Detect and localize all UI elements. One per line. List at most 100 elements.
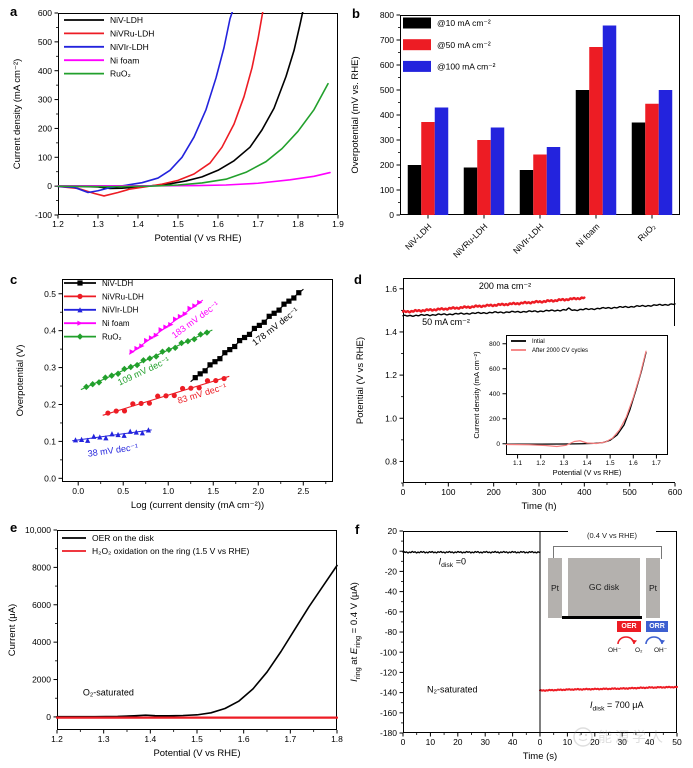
series-OER on the disk: [56, 564, 338, 718]
rrde-oer-tag: OER: [617, 621, 641, 632]
rrde-oh-right-label: OH⁻: [654, 647, 668, 654]
rrde-catalyst-film: [562, 616, 642, 619]
panel-c-chart: 0.0 0.5 1.0 1.5 2.0 2.50.00.10.20.30.40.5Log …: [15, 279, 333, 511]
svg-text:1.3: 1.3: [98, 734, 110, 744]
svg-text:400: 400: [577, 487, 591, 497]
svg-text:100: 100: [38, 152, 52, 162]
svg-text:Idisk =0: Idisk =0: [439, 556, 466, 569]
bar-@10 mA cm⁻²-Ni foam: [575, 90, 590, 215]
svg-text:0.4: 0.4: [44, 326, 56, 336]
series-Idisk = 700 uA trace: [539, 685, 678, 692]
svg-text:1.5: 1.5: [207, 486, 219, 496]
svg-text:400: 400: [380, 110, 394, 120]
svg-text:NiVRu-LDH: NiVRu-LDH: [102, 292, 144, 301]
svg-text:1.5: 1.5: [606, 460, 615, 467]
svg-text:200: 200: [487, 487, 501, 497]
svg-text:600: 600: [668, 487, 682, 497]
svg-text:Overpotential (mV vs. RHE): Overpotential (mV vs. RHE): [350, 56, 361, 173]
series-NiVRu-LDH: [57, 12, 264, 197]
svg-text:Iring at Ering = 0.4 V (μA): Iring at Ering = 0.4 V (μA): [349, 582, 362, 682]
bar-@10 mA cm⁻²-NiVRu-LDH: [463, 167, 478, 215]
svg-text:500: 500: [38, 37, 52, 47]
svg-text:NiV-LDH: NiV-LDH: [102, 279, 133, 288]
svg-text:0: 0: [401, 737, 406, 747]
series-NiV-LDH: [57, 12, 304, 190]
svg-text:800: 800: [489, 341, 500, 348]
svg-text:2.0: 2.0: [252, 486, 264, 496]
svg-text:H₂O₂ oxidation on the ring (1.: H₂O₂ oxidation on the ring (1.5 V vs RHE…: [92, 546, 249, 556]
svg-text:1.2: 1.2: [536, 460, 545, 467]
svg-text:1.2: 1.2: [51, 734, 63, 744]
svg-text:200: 200: [489, 416, 500, 423]
svg-text:1.0: 1.0: [162, 486, 174, 496]
bar-@100 mA cm⁻²-NiV-LDH: [434, 107, 449, 215]
svg-text:1.5: 1.5: [191, 734, 203, 744]
bar-@50 mA cm⁻²-NiVRu-LDH: [477, 140, 491, 215]
svg-text:NiVIr-LDH: NiVIr-LDH: [110, 42, 149, 52]
svg-text:0.5: 0.5: [44, 289, 56, 299]
svg-text:Potential (V vs RHE): Potential (V vs RHE): [553, 468, 622, 477]
svg-text:Idisk = 700 μA: Idisk = 700 μA: [590, 700, 644, 713]
svg-text:-20: -20: [385, 566, 398, 576]
svg-text:O₂-saturated: O₂-saturated: [83, 687, 134, 697]
svg-text:600: 600: [38, 8, 52, 18]
bar-@50 mA cm⁻²-NiV-LDH: [421, 122, 435, 215]
svg-text:300: 300: [38, 95, 52, 105]
svg-text:1.7: 1.7: [652, 460, 661, 467]
svg-text:0: 0: [392, 546, 397, 556]
svg-text:0.0: 0.0: [72, 486, 84, 496]
svg-text:Potential (V vs RHE): Potential (V vs RHE): [154, 233, 241, 244]
svg-text:500: 500: [623, 487, 637, 497]
svg-text:Current (μA): Current (μA): [8, 604, 18, 656]
rrde-potential-label: (0.4 V vs RHE): [568, 531, 656, 540]
svg-text:700: 700: [380, 35, 394, 45]
bar-@50 mA cm⁻²-Ni foam: [589, 47, 603, 215]
svg-text:1.3: 1.3: [92, 219, 104, 229]
svg-text:RuO₂: RuO₂: [636, 221, 658, 243]
svg-text:Log (current density (mA cm⁻²): Log (current density (mA cm⁻²)): [131, 500, 264, 511]
svg-text:-160: -160: [380, 708, 397, 718]
panel-d-chart: 0 100 200 300 400 500 600 0.8 1.0 1.2 1.4 1.6 Time (…: [355, 278, 682, 512]
panel-e-letter: e: [10, 520, 18, 535]
svg-text:After 2000 CV cycles: After 2000 CV cycles: [532, 348, 588, 354]
svg-text:50 mA cm⁻²: 50 mA cm⁻²: [422, 317, 470, 327]
svg-text:38 mV dec⁻¹: 38 mV dec⁻¹: [87, 442, 139, 459]
panel-e: e 1.2 1.3 1.4 1.5 1.6 1.7 1.8 0 2000 4000 6000 8000…: [8, 518, 346, 768]
svg-text:0: 0: [496, 441, 500, 448]
svg-text:OER on the disk: OER on the disk: [92, 533, 155, 543]
svg-text:0: 0: [47, 181, 52, 191]
svg-text:NiV-LDH: NiV-LDH: [110, 15, 143, 25]
bar-@100 mA cm⁻²-NiVIr-LDH: [546, 147, 561, 215]
rrde-reaction-arrows-icon: [617, 636, 665, 645]
svg-text:0: 0: [401, 487, 406, 497]
svg-text:1.3: 1.3: [559, 460, 568, 467]
svg-text:10: 10: [426, 737, 436, 747]
rrde-o2-label: O₂: [635, 647, 643, 654]
svg-text:-180: -180: [380, 728, 397, 738]
svg-text:@50 mA cm⁻²: @50 mA cm⁻²: [437, 40, 491, 50]
panel-f-letter: f: [355, 522, 360, 537]
svg-text:1.6: 1.6: [629, 460, 638, 467]
svg-text:0.2: 0.2: [44, 400, 56, 410]
svg-text:200 ma cm⁻²: 200 ma cm⁻²: [479, 281, 531, 291]
rrde-orr-tag: ORR: [646, 621, 668, 632]
svg-text:0.3: 0.3: [44, 363, 56, 373]
svg-text:20: 20: [388, 526, 398, 536]
rrde-gc-disk: GC disk: [568, 558, 640, 616]
svg-text:1.6: 1.6: [238, 734, 250, 744]
rrde-pt-ring-right: Pt: [646, 558, 660, 618]
svg-text:RuO₂: RuO₂: [110, 69, 131, 79]
svg-text:Potential (V vs RHE): Potential (V vs RHE): [355, 337, 366, 424]
svg-text:-120: -120: [380, 667, 397, 677]
svg-text:50: 50: [672, 737, 682, 747]
svg-text:@10 mA cm⁻²: @10 mA cm⁻²: [437, 18, 491, 28]
svg-text:10,000: 10,000: [25, 525, 51, 535]
svg-text:Time (s): Time (s): [523, 751, 557, 762]
svg-text:400: 400: [38, 66, 52, 76]
svg-text:2.5: 2.5: [297, 486, 309, 496]
svg-text:1.8: 1.8: [331, 734, 343, 744]
bar-@100 mA cm⁻²-RuO₂: [658, 90, 673, 215]
panel-b-letter: b: [352, 6, 360, 21]
panel-d-letter: d: [354, 272, 362, 287]
